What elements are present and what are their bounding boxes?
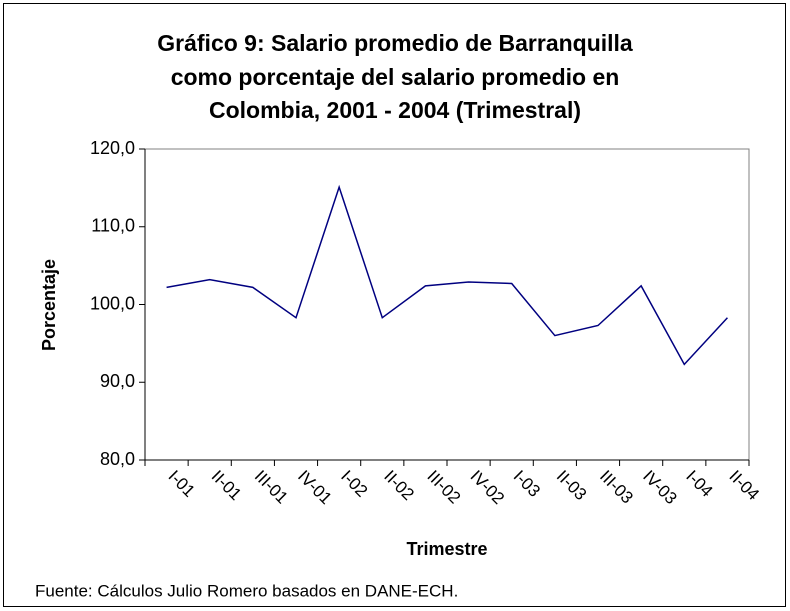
- y-tick-label: 120,0: [90, 138, 135, 158]
- y-tick-label: 80,0: [100, 449, 135, 469]
- source-note: Fuente: Cálculos Julio Romero basados en…: [35, 581, 458, 600]
- chart-title: como porcentaje del salario promedio en: [171, 64, 620, 90]
- y-axis-label: Porcentaje: [39, 259, 59, 351]
- chart-title: Colombia, 2001 - 2004 (Trimestral): [209, 97, 581, 123]
- data-line: [166, 184, 728, 366]
- y-tick-label: 100,0: [90, 293, 135, 313]
- y-tick-label: 110,0: [91, 216, 135, 236]
- y-tick-label: 90,0: [100, 371, 135, 391]
- chart-title: Gráfico 9: Salario promedio de Barranqui…: [157, 30, 633, 56]
- chart-frame: [3, 3, 786, 607]
- x-axis-label: Trimestre: [406, 539, 487, 559]
